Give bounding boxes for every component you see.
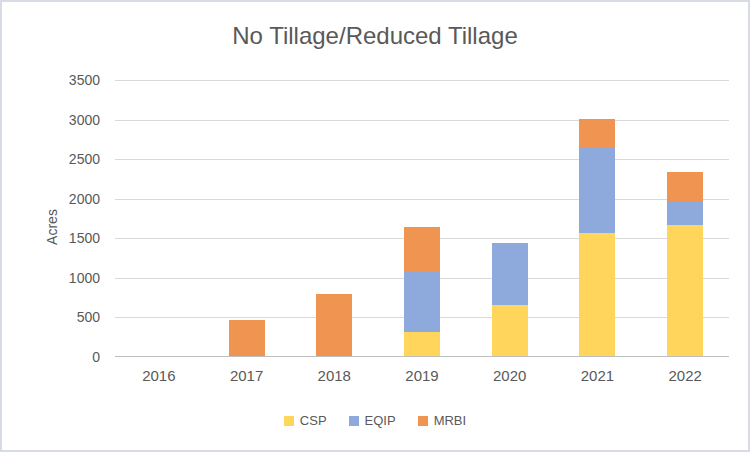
- y-tick-label-1000: 1000: [32, 270, 100, 286]
- bar-stack-2020: [492, 244, 528, 356]
- legend-label-mrbi: MRBI: [434, 413, 467, 428]
- bar-segment-csp-2021: [579, 233, 615, 356]
- y-tick-label-0: 0: [32, 349, 100, 365]
- x-tick-label-2022: 2022: [641, 367, 729, 384]
- bar-segment-eqip-2019: [404, 270, 440, 332]
- bar-segment-mrbi-2021: [579, 119, 615, 147]
- bar-segment-csp-2019: [404, 332, 440, 356]
- bar-segment-eqip-2021: [579, 147, 615, 233]
- bar-segment-mrbi-2022: [667, 172, 703, 201]
- bar-segment-csp-2020: [492, 305, 528, 356]
- stacked-bar-chart: No Tillage/Reduced Tillage Acres 0500100…: [0, 0, 750, 452]
- y-tick-label-1500: 1500: [32, 230, 100, 246]
- chart-title: No Tillage/Reduced Tillage: [2, 22, 748, 50]
- bar-segment-eqip-2020: [492, 243, 528, 305]
- bar-stack-2018: [316, 294, 352, 356]
- y-tick-label-2000: 2000: [32, 191, 100, 207]
- y-tick-label-3500: 3500: [32, 72, 100, 88]
- x-tick-label-2020: 2020: [466, 367, 554, 384]
- y-tick-label-2500: 2500: [32, 151, 100, 167]
- legend-label-eqip: EQIP: [365, 413, 396, 428]
- legend-item-csp: CSP: [284, 413, 327, 428]
- plot-area: [115, 80, 729, 357]
- bar-segment-csp-2022: [667, 225, 703, 356]
- legend-swatch-csp: [284, 416, 294, 426]
- legend-item-mrbi: MRBI: [418, 413, 467, 428]
- bar-segment-eqip-2022: [667, 201, 703, 225]
- bar-segment-mrbi-2017: [229, 320, 265, 356]
- x-tick-label-2016: 2016: [115, 367, 203, 384]
- bar-segment-mrbi-2018: [316, 294, 352, 356]
- legend-swatch-eqip: [349, 416, 359, 426]
- gridline-3500: [115, 80, 729, 81]
- legend-label-csp: CSP: [300, 413, 327, 428]
- bar-stack-2021: [579, 119, 615, 356]
- gridline-2500: [115, 159, 729, 160]
- x-tick-label-2018: 2018: [290, 367, 378, 384]
- gridline-2000: [115, 199, 729, 200]
- bar-stack-2017: [229, 320, 265, 356]
- bar-stack-2022: [667, 172, 703, 356]
- gridline-3000: [115, 120, 729, 121]
- bar-segment-mrbi-2019: [404, 227, 440, 271]
- x-tick-label-2019: 2019: [378, 367, 466, 384]
- x-tick-label-2021: 2021: [553, 367, 641, 384]
- legend-item-eqip: EQIP: [349, 413, 396, 428]
- y-tick-label-3000: 3000: [32, 112, 100, 128]
- y-tick-label-500: 500: [32, 309, 100, 325]
- bar-stack-2019: [404, 227, 440, 356]
- x-tick-label-2017: 2017: [203, 367, 291, 384]
- legend-swatch-mrbi: [418, 416, 428, 426]
- chart-legend: CSP EQIP MRBI: [2, 413, 748, 428]
